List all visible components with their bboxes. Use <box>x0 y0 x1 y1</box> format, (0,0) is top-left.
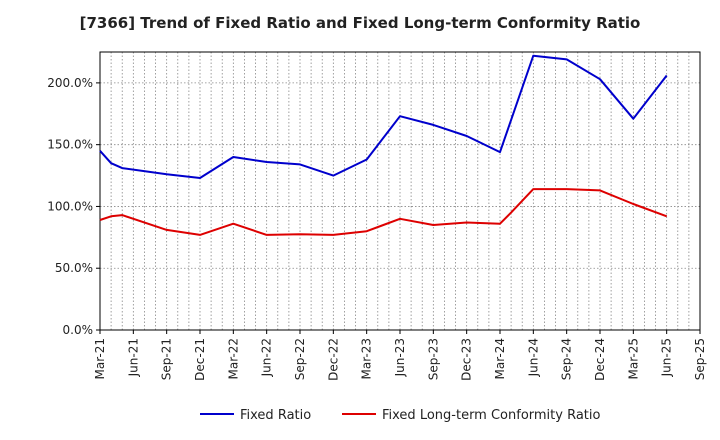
x-tick-label: Sep-25 <box>693 338 707 380</box>
x-tick-label: Dec-23 <box>460 338 474 381</box>
x-tick-label: Jun-25 <box>660 338 674 377</box>
legend: Fixed Ratio Fixed Long-term Conformity R… <box>200 408 601 423</box>
chart-title: [7366] Trend of Fixed Ratio and Fixed Lo… <box>80 14 641 32</box>
y-tick-label: 150.0% <box>47 138 93 152</box>
y-tick-label: 50.0% <box>55 261 93 275</box>
y-axis: 0.0% 50.0% 100.0% 150.0% 200.0% <box>47 76 100 337</box>
x-tick-label: Jun-24 <box>526 338 540 377</box>
series-lines <box>99 54 668 236</box>
y-tick-label: 200.0% <box>47 76 93 90</box>
x-tick-label: Jun-23 <box>393 338 407 377</box>
legend-label-conformity-ratio: Fixed Long-term Conformity Ratio <box>382 408 601 423</box>
series-line-conformity-ratio <box>99 188 668 236</box>
x-tick-label: Sep-22 <box>293 338 307 380</box>
y-tick-label: 100.0% <box>47 199 93 213</box>
x-tick-label: Sep-24 <box>560 338 574 380</box>
series-line-fixed-ratio <box>99 54 668 179</box>
x-tick-label: Jun-21 <box>126 338 140 377</box>
x-tick-label: Mar-24 <box>493 338 507 379</box>
x-tick-label: Mar-22 <box>226 338 240 379</box>
x-axis: Mar-21 Jun-21 Sep-21 Dec-21 Mar-22 Jun-22 Sep-… <box>93 330 707 381</box>
plot-area <box>99 51 701 331</box>
x-tick-label: Sep-21 <box>160 338 174 380</box>
x-tick-label: Sep-23 <box>426 338 440 380</box>
x-tick-label: Dec-24 <box>593 338 607 381</box>
x-tick-label: Mar-21 <box>93 338 107 379</box>
x-tick-label: Dec-21 <box>193 338 207 381</box>
x-tick-label: Dec-22 <box>326 338 340 381</box>
legend-label-fixed-ratio: Fixed Ratio <box>240 408 311 423</box>
x-tick-label: Jun-22 <box>260 338 274 377</box>
x-tick-label: Mar-23 <box>360 338 374 379</box>
y-tick-label: 0.0% <box>63 323 94 337</box>
x-tick-label: Mar-25 <box>626 338 640 379</box>
grid <box>100 52 700 331</box>
